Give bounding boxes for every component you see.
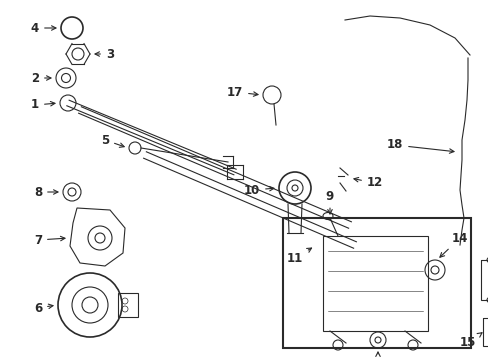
Text: 9: 9 bbox=[325, 189, 333, 214]
Text: 14: 14 bbox=[439, 231, 467, 257]
Text: 1: 1 bbox=[31, 99, 55, 112]
Text: 11: 11 bbox=[286, 248, 311, 265]
Bar bbox=[118, 293, 138, 317]
Bar bbox=[323, 236, 427, 331]
Text: 8: 8 bbox=[34, 185, 58, 198]
Bar bbox=[283, 218, 470, 348]
Text: 3: 3 bbox=[95, 48, 114, 60]
Text: 6: 6 bbox=[34, 302, 53, 315]
Text: 18: 18 bbox=[386, 139, 453, 153]
Text: 10: 10 bbox=[244, 184, 273, 197]
Text: 12: 12 bbox=[353, 176, 382, 189]
Text: 17: 17 bbox=[226, 85, 258, 99]
Text: 7: 7 bbox=[34, 234, 65, 247]
Text: 5: 5 bbox=[101, 134, 124, 147]
Text: 16: 16 bbox=[369, 352, 386, 360]
Text: 2: 2 bbox=[31, 72, 51, 85]
Bar bbox=[480, 260, 488, 300]
Text: 13: 13 bbox=[0, 359, 1, 360]
Text: 15: 15 bbox=[459, 333, 481, 350]
Text: 4: 4 bbox=[31, 22, 56, 35]
Bar bbox=[482, 318, 488, 346]
